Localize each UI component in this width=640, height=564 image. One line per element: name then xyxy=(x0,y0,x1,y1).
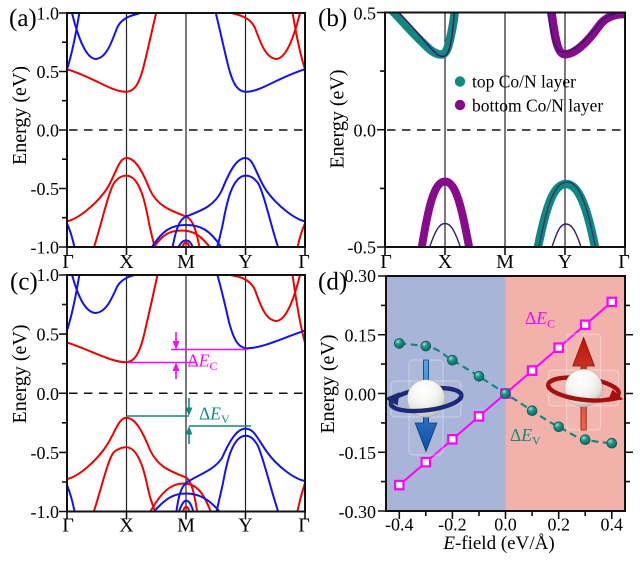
svg-text:-1.0: -1.0 xyxy=(31,502,60,522)
svg-text:M: M xyxy=(177,515,195,537)
svg-text:-1.0: -1.0 xyxy=(31,238,60,258)
svg-text:0.5: 0.5 xyxy=(354,4,377,24)
svg-text:M: M xyxy=(496,251,514,273)
svg-text:Energy (eV): Energy (eV) xyxy=(317,334,339,433)
svg-text:0.5: 0.5 xyxy=(37,325,60,345)
svg-text:-0.30: -0.30 xyxy=(339,502,377,522)
svg-text:0.2: 0.2 xyxy=(547,515,570,535)
svg-text:-0.5: -0.5 xyxy=(31,179,60,199)
svg-text:0.15: 0.15 xyxy=(345,326,377,346)
svg-text:Y: Y xyxy=(558,251,572,273)
svg-text:(d): (d) xyxy=(318,269,347,296)
svg-text:top Co/N layer: top Co/N layer xyxy=(472,72,576,92)
svg-text:Energy (eV): Energy (eV) xyxy=(9,324,31,423)
svg-text:0.0: 0.0 xyxy=(354,120,377,140)
svg-text:Energy (eV): Energy (eV) xyxy=(327,69,349,168)
svg-text:-0.5: -0.5 xyxy=(348,238,377,258)
svg-text:1.0: 1.0 xyxy=(37,265,60,285)
svg-text:(c): (c) xyxy=(10,269,38,296)
svg-text:Γ: Γ xyxy=(62,251,74,273)
svg-text:(a): (a) xyxy=(9,5,37,32)
svg-text:0.30: 0.30 xyxy=(345,266,377,286)
svg-text:ΔEV: ΔEV xyxy=(199,404,230,427)
svg-text:X: X xyxy=(438,251,453,273)
svg-text:(b): (b) xyxy=(318,5,347,32)
svg-text:E-field (eV/Å): E-field (eV/Å) xyxy=(442,533,554,554)
svg-text:0.5: 0.5 xyxy=(37,62,60,82)
svg-text:-0.2: -0.2 xyxy=(438,515,467,535)
svg-text:Γ: Γ xyxy=(618,251,630,273)
svg-text:ΔEC: ΔEC xyxy=(188,351,218,374)
svg-text:0.00: 0.00 xyxy=(345,384,377,404)
svg-text:Energy (eV): Energy (eV) xyxy=(9,66,31,165)
svg-text:Γ: Γ xyxy=(380,251,392,273)
svg-text:X: X xyxy=(119,251,134,273)
svg-text:0.0: 0.0 xyxy=(494,515,517,535)
svg-text:M: M xyxy=(177,251,195,273)
svg-text:bottom Co/N layer: bottom Co/N layer xyxy=(472,96,603,116)
svg-text:-0.4: -0.4 xyxy=(385,515,414,535)
svg-text:X: X xyxy=(119,515,134,537)
svg-text:Y: Y xyxy=(238,251,252,273)
svg-text:0.0: 0.0 xyxy=(37,121,60,141)
svg-text:-0.5: -0.5 xyxy=(31,443,60,463)
svg-text:-0.15: -0.15 xyxy=(339,443,377,463)
svg-text:0.4: 0.4 xyxy=(601,515,624,535)
svg-text:1.0: 1.0 xyxy=(37,4,60,24)
svg-text:Γ: Γ xyxy=(298,251,310,273)
svg-text:0.0: 0.0 xyxy=(37,384,60,404)
svg-text:Γ: Γ xyxy=(298,515,310,537)
svg-text:Y: Y xyxy=(238,515,252,537)
svg-text:Γ: Γ xyxy=(62,515,74,537)
